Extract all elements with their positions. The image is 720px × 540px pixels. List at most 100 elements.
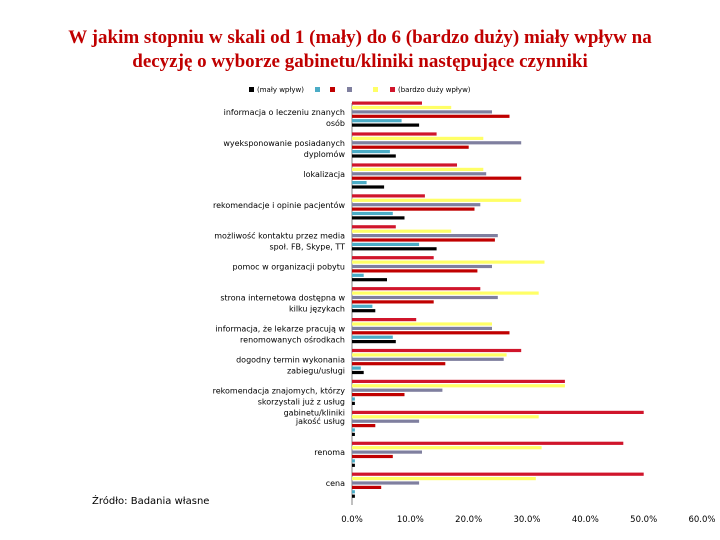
legend-label-5: (bardzo duży wpływ) (398, 86, 471, 94)
bar-5-series-0 (352, 278, 387, 282)
bar-8-series-5 (352, 348, 522, 353)
bar-0-series-3 (352, 110, 492, 114)
category-label-9: rekomendacja znajomych, którzy skorzystal… (213, 385, 346, 417)
bar-5-series-3 (352, 264, 492, 269)
bar-9-series-2 (352, 393, 405, 397)
chart-title-line1: W jakim stopniu w skali od 1 (mały) do 6… (68, 27, 652, 48)
bar-9-series-1 (352, 397, 355, 401)
category-label-2: lokalizacja (303, 170, 345, 179)
bar-7-series-4 (352, 322, 492, 326)
bar-10-series-3 (352, 419, 420, 423)
bar-4-series-3 (352, 234, 498, 238)
category-label-1: wyeksponowanie posiadanych dyplomów (223, 139, 345, 159)
bar-4-series-4 (352, 229, 452, 233)
bar-5-series-2 (352, 269, 478, 273)
bar-9-series-4 (352, 384, 565, 388)
category-label-11: renoma (314, 448, 345, 457)
category-label-0: informacja o leczeniu znanych osób (224, 108, 345, 128)
bar-12-series-2 (352, 485, 382, 489)
category-label-4: możliwość kontaktu przez media społ. FB, … (214, 231, 345, 252)
bar-6-series-5 (352, 287, 481, 291)
bar-1-series-4 (352, 136, 484, 140)
bar-2-series-5 (352, 163, 457, 167)
bar-6-series-1 (352, 304, 373, 308)
bar-12-series-0 (352, 494, 355, 498)
category-label-8: dogodny termin wykonania zabiegu/usługi (236, 355, 345, 375)
bar-12-series-5 (352, 472, 644, 476)
bar-7-series-0 (352, 340, 396, 344)
bar-3-series-3 (352, 203, 481, 207)
bar-0-series-1 (352, 119, 402, 123)
legend-swatch-2 (330, 87, 335, 92)
bar-11-series-3 (352, 450, 422, 454)
bar-5-series-5 (352, 256, 434, 260)
legend-swatch-5 (390, 87, 395, 92)
bar-5-series-4 (352, 260, 545, 264)
bar-11-series-5 (352, 441, 624, 445)
category-label-12: cena (326, 479, 345, 488)
category-label-6: strona internetowa dostępna w kilku język… (220, 294, 345, 314)
bar-10-series-0 (352, 432, 355, 436)
bar-2-series-2 (352, 176, 522, 180)
bar-2-series-4 (352, 167, 484, 171)
bar-7-series-1 (352, 335, 393, 339)
bar-10-series-4 (352, 415, 539, 419)
source-note: Źródło: Badania własne (92, 496, 210, 507)
bar-0-series-2 (352, 114, 510, 118)
bar-9-series-0 (352, 401, 355, 405)
bar-10-series-1 (352, 428, 355, 432)
x-tick-label-6: 60.0% (688, 515, 715, 525)
category-label-5: pomoc w organizacji pobytu (233, 263, 345, 272)
legend-label-0: (mały wpływ) (257, 86, 304, 94)
bar-12-series-1 (352, 490, 355, 494)
bar-12-series-3 (352, 481, 420, 485)
bar-10-series-2 (352, 424, 376, 428)
bar-3-series-5 (352, 194, 425, 198)
category-label-3: rekomendacje i opinie pacjentów (213, 200, 345, 210)
x-tick-label-1: 10.0% (397, 515, 424, 525)
bar-7-series-3 (352, 326, 492, 330)
bar-7-series-5 (352, 318, 417, 322)
legend-swatch-1 (315, 87, 320, 92)
bar-3-series-0 (352, 216, 405, 220)
bar-10-series-5 (352, 410, 644, 414)
bar-11-series-0 (352, 463, 355, 467)
bar-1-series-5 (352, 132, 437, 136)
bar-4-series-2 (352, 238, 495, 242)
bar-2-series-3 (352, 172, 487, 176)
bar-3-series-1 (352, 211, 393, 216)
x-tick-label-5: 50.0% (630, 515, 657, 525)
bar-8-series-0 (352, 370, 364, 375)
bar-8-series-2 (352, 362, 446, 366)
bar-4-series-5 (352, 225, 396, 229)
bar-7-series-2 (352, 331, 510, 335)
bar-11-series-1 (352, 459, 355, 463)
x-tick-label-3: 30.0% (513, 515, 540, 525)
bar-0-series-0 (352, 123, 420, 127)
bar-2-series-0 (352, 185, 385, 189)
chart-title-line2: decyzję o wyborze gabinetu/kliniki nastę… (132, 51, 588, 72)
bar-9-series-3 (352, 388, 443, 392)
bar-0-series-4 (352, 105, 452, 110)
x-tick-label-4: 40.0% (572, 515, 599, 525)
bar-3-series-4 (352, 198, 522, 202)
bar-8-series-3 (352, 357, 504, 361)
category-label-10: jakość usług (295, 416, 345, 426)
bar-11-series-4 (352, 446, 542, 450)
bar-6-series-3 (352, 295, 498, 300)
bar-4-series-1 (352, 242, 420, 246)
bar-0-series-5 (352, 101, 422, 105)
bar-6-series-0 (352, 309, 376, 313)
bar-2-series-1 (352, 181, 367, 185)
bar-4-series-0 (352, 247, 437, 251)
bar-8-series-1 (352, 366, 361, 370)
x-tick-label-2: 20.0% (455, 515, 482, 525)
bar-6-series-4 (352, 291, 539, 295)
legend-swatch-3 (347, 87, 352, 92)
bar-1-series-0 (352, 154, 396, 158)
chart-title: W jakim stopniu w skali od 1 (mały) do 6… (0, 26, 720, 74)
bar-5-series-1 (352, 273, 364, 277)
category-label-7: informacja, że lekarze pracują w renomowa… (215, 324, 345, 344)
bar-9-series-5 (352, 379, 565, 383)
